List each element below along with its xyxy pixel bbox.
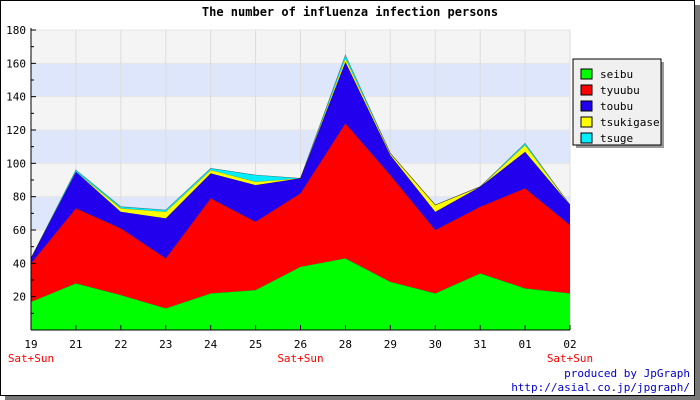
x-tick-label: 30 — [429, 338, 442, 351]
x-tick-label: 02 — [563, 338, 576, 351]
area-tyuubu — [31, 123, 570, 309]
legend-swatch-toubu — [580, 100, 593, 112]
x-tick-label: 21 — [69, 338, 82, 351]
x-tick-label: 28 — [339, 338, 352, 351]
y-tick-label: 140 — [6, 91, 26, 104]
x-tick-label: 26 — [294, 338, 307, 351]
frame-shadow-bottom — [5, 396, 700, 400]
axes — [30, 28, 571, 331]
legend-label-tyuubu: tyuubu — [600, 84, 640, 97]
legend-swatch-seibu — [580, 68, 593, 80]
area-toubu — [31, 61, 570, 264]
area-tsukigase — [31, 58, 570, 259]
x-sublabel: Sat+Sun — [8, 352, 54, 365]
y-tick-label: 120 — [6, 124, 26, 137]
chart-title: The number of influenza infection person… — [202, 5, 498, 19]
y-tick-label: 160 — [6, 57, 26, 70]
x-tick-label: 31 — [474, 338, 487, 351]
legend: seibu tyuubu toubu tsukigase tsuge — [572, 58, 664, 148]
frame-shadow-right — [695, 5, 700, 400]
x-tick-label: 23 — [159, 338, 172, 351]
area-series — [30, 54, 571, 330]
legend-label-toubu: toubu — [600, 100, 633, 113]
y-tick-label: 40 — [13, 257, 26, 270]
y-tick-label: 180 — [6, 24, 26, 37]
area-edge-tsuge — [30, 54, 571, 259]
credit-url-link[interactable]: http://asial.co.jp/jpgraph/ — [511, 381, 690, 394]
legend-label-tsuge: tsuge — [600, 132, 633, 145]
y-tick-labels: 20 40 60 80 100 120 140 160 180 — [6, 24, 26, 304]
x-tick-label: 29 — [384, 338, 397, 351]
legend-label-seibu: seibu — [600, 68, 633, 81]
x-tick-label: 01 — [518, 338, 531, 351]
x-sublabel: Sat+Sun — [547, 352, 593, 365]
x-tick-label: 25 — [249, 338, 262, 351]
legend-swatch-tsukigase — [580, 116, 593, 128]
legend-label-tsukigase: tsukigase — [600, 116, 660, 129]
legend-swatch-tyuubu — [580, 84, 593, 96]
x-tick-label: 24 — [204, 338, 218, 351]
area-seibu — [31, 258, 570, 330]
legend-swatch-tsuge — [580, 132, 593, 144]
x-tick-label: 22 — [114, 338, 127, 351]
x-tick-label: 19 — [24, 338, 37, 351]
y-tick-label: 80 — [13, 191, 26, 204]
y-tick-label: 20 — [13, 291, 26, 304]
credit-produced-by: produced by JpGraph — [564, 367, 690, 380]
x-sublabel: Sat+Sun — [277, 352, 323, 365]
y-tick-label: 60 — [13, 224, 26, 237]
y-tick-label: 100 — [6, 157, 26, 170]
